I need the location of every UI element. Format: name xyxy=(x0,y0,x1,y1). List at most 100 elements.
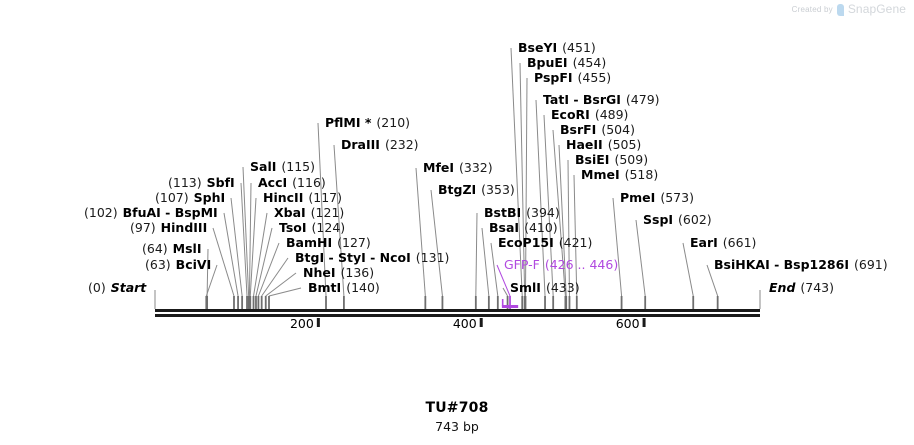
site-position: (505) xyxy=(607,137,642,152)
site-label-tati[interactable]: TatI - BsrGI (479) xyxy=(543,92,660,107)
site-tick-hindiii xyxy=(233,296,235,309)
site-label-bpuei[interactable]: BpuEI (454) xyxy=(527,55,607,70)
leader-gfpf xyxy=(496,264,511,297)
site-position: (479) xyxy=(625,92,660,107)
site-label-tsoi[interactable]: TsoI (124) xyxy=(279,220,345,235)
site-enzyme-name: BtgI - StyI - NcoI xyxy=(295,250,411,265)
site-label-nhei[interactable]: NheI (136) xyxy=(303,266,374,280)
leader-ecop15i xyxy=(490,242,499,297)
site-label-acci[interactable]: AccI (116) xyxy=(258,175,326,190)
site-tick-sspi xyxy=(644,296,647,309)
site-enzyme-name: SbfI xyxy=(206,175,235,190)
site-label-haeii[interactable]: HaeII (505) xyxy=(566,137,642,152)
site-enzyme-name: GFP-F xyxy=(504,257,540,272)
site-enzyme-name: DraIII xyxy=(341,137,380,152)
site-tick-xbai xyxy=(252,296,255,309)
leader-btgi xyxy=(261,257,289,297)
site-tick-tsoi xyxy=(255,296,257,309)
site-label-ecop15i[interactable]: EcoP15I (421) xyxy=(498,236,592,250)
site-label-hindiii[interactable]: (97) HindIII xyxy=(130,220,207,235)
site-label-pmei[interactable]: PmeI (573) xyxy=(620,190,694,205)
site-position: (63) xyxy=(145,257,171,272)
leader-tati xyxy=(535,99,546,297)
site-label-msli[interactable]: (64) MslI xyxy=(142,242,202,256)
site-label-sphi[interactable]: (107) SphI xyxy=(155,191,225,205)
site-position: (232) xyxy=(384,137,419,152)
site-tick-bsiei xyxy=(568,296,571,309)
site-label-bcivi[interactable]: (63) BciVI xyxy=(145,257,211,272)
site-position: (97) xyxy=(130,220,156,235)
site-enzyme-name: HaeII xyxy=(566,137,603,152)
site-position: (121) xyxy=(310,205,345,220)
watermark-brand: SnapGene xyxy=(847,2,906,16)
site-label-bsihkai[interactable]: BsiHKAI - Bsp1286I (691) xyxy=(714,257,888,272)
site-enzyme-name: BfuAI - BspMI xyxy=(122,205,218,220)
site-label-draiii[interactable]: DraIII (232) xyxy=(341,137,419,152)
site-enzyme-name: MfeI xyxy=(423,160,455,175)
leader-eari xyxy=(682,242,694,297)
site-label-btgzi[interactable]: BtgZI (353) xyxy=(438,182,515,197)
site-tick-sphi xyxy=(241,296,244,309)
site-label-hincii[interactable]: HincII (117) xyxy=(263,191,342,205)
site-label-mfei[interactable]: MfeI (332) xyxy=(423,160,493,175)
site-label-end[interactable]: End (743) xyxy=(769,280,835,295)
site-label-sbfi[interactable]: (113) SbfI xyxy=(168,175,235,190)
feature-span-edge xyxy=(501,299,504,306)
site-label-bamhi[interactable]: BamHI (127) xyxy=(286,235,371,250)
site-position: (116) xyxy=(292,175,326,190)
leader-smli xyxy=(502,287,509,297)
site-tick-smli xyxy=(506,296,509,309)
site-label-bsiei[interactable]: BsiEI (509) xyxy=(575,152,649,167)
site-position: (661) xyxy=(722,235,757,250)
site-position: (573) xyxy=(660,190,694,205)
leader-sphi xyxy=(230,197,243,297)
site-enzyme-name: XbaI xyxy=(274,205,306,220)
leader-xbai xyxy=(253,212,268,297)
site-position: (410) xyxy=(524,220,558,235)
site-label-bmti[interactable]: BmtI (140) xyxy=(308,281,380,295)
leader-nhei xyxy=(265,272,297,297)
site-enzyme-name: Start xyxy=(110,280,147,295)
site-label-smli[interactable]: SmlI (433) xyxy=(510,280,580,295)
site-tick-bmti xyxy=(268,296,270,309)
site-label-eari[interactable]: EarI (661) xyxy=(690,235,757,250)
site-tick-nhei xyxy=(264,296,267,309)
leader-btgzi xyxy=(430,189,443,297)
site-tick-pflmi xyxy=(325,296,327,309)
site-position: (433) xyxy=(545,280,580,295)
site-label-bsrfi[interactable]: BsrFI (504) xyxy=(560,123,635,137)
site-position: (454) xyxy=(572,55,607,70)
snapgene-logo-icon xyxy=(836,4,844,16)
site-label-sali[interactable]: SalI (115) xyxy=(250,160,315,174)
site-label-bsai[interactable]: BsaI (410) xyxy=(489,220,558,235)
ruler-tick xyxy=(479,318,483,327)
watermark-prefix: Created by xyxy=(791,4,833,14)
site-label-bfuai[interactable]: (102) BfuAI - BspMI xyxy=(84,205,218,220)
site-position: (394) xyxy=(526,205,560,220)
site-label-xbai[interactable]: XbaI (121) xyxy=(274,205,345,220)
site-label-mmei[interactable]: MmeI (518) xyxy=(581,168,658,182)
site-label-pspfi[interactable]: PspFI (455) xyxy=(534,71,611,85)
site-label-bseyi[interactable]: BseYI (451) xyxy=(518,41,596,55)
site-position: (102) xyxy=(84,205,118,220)
site-label-start[interactable]: (0) Start xyxy=(88,280,147,295)
site-tick-haeii xyxy=(565,296,568,309)
site-enzyme-name: PmeI xyxy=(620,190,656,205)
site-label-btgi[interactable]: BtgI - StyI - NcoI (131) xyxy=(295,250,449,265)
site-label-pflmi[interactable]: PflMI * (210) xyxy=(325,116,410,130)
site-enzyme-name: TsoI xyxy=(279,220,307,235)
site-position: (509) xyxy=(614,152,649,167)
ruler-tick-label: 600 xyxy=(615,316,640,331)
site-enzyme-name: BamHI xyxy=(286,235,333,250)
site-position: (743) xyxy=(800,280,835,295)
site-label-sspi[interactable]: SspI (602) xyxy=(643,213,712,227)
site-label-ecori[interactable]: EcoRI (489) xyxy=(551,108,628,122)
site-enzyme-name: BtgZI xyxy=(438,182,477,197)
site-label-bstbi[interactable]: BstBI (394) xyxy=(484,205,560,220)
site-position: (691) xyxy=(853,257,888,272)
site-enzyme-name: BpuEI xyxy=(527,55,568,70)
site-label-gfpf[interactable]: GFP-F (426 .. 446) xyxy=(504,257,618,272)
leader-sspi xyxy=(635,219,646,297)
